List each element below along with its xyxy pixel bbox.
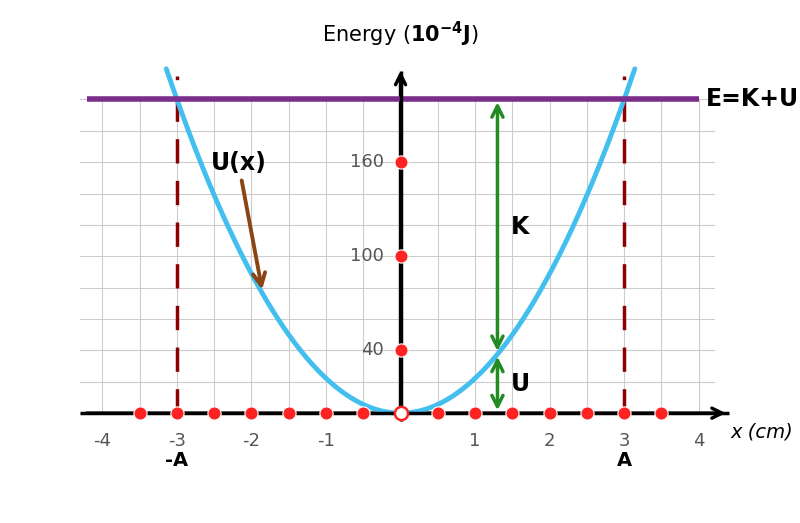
Point — [581, 409, 594, 417]
Point — [394, 252, 407, 260]
Text: K: K — [511, 214, 530, 238]
Point — [618, 409, 630, 417]
Text: -1: -1 — [317, 432, 335, 450]
Text: -4: -4 — [94, 432, 111, 450]
Point — [469, 409, 482, 417]
Text: 4: 4 — [693, 432, 705, 450]
Text: -A: -A — [166, 451, 189, 470]
Point — [134, 409, 146, 417]
Point — [506, 409, 518, 417]
Text: Energy ($\mathbf{10^{-4}J}$): Energy ($\mathbf{10^{-4}J}$) — [322, 20, 479, 49]
Text: E=K+U: E=K+U — [706, 87, 799, 111]
Text: 100: 100 — [350, 247, 384, 265]
Point — [319, 409, 332, 417]
Text: U(x): U(x) — [210, 151, 266, 286]
Point — [282, 409, 295, 417]
Point — [655, 409, 668, 417]
Point — [208, 409, 221, 417]
Point — [394, 409, 407, 417]
Point — [245, 409, 258, 417]
Text: -2: -2 — [242, 432, 261, 450]
Point — [394, 158, 407, 166]
Point — [431, 409, 444, 417]
Text: U: U — [511, 371, 530, 395]
Text: -3: -3 — [168, 432, 186, 450]
Text: 2: 2 — [544, 432, 555, 450]
Text: x (cm): x (cm) — [730, 423, 793, 441]
Text: 1: 1 — [470, 432, 481, 450]
Text: A: A — [617, 451, 632, 470]
Point — [543, 409, 556, 417]
Point — [394, 346, 407, 355]
Text: 160: 160 — [350, 153, 384, 171]
Point — [170, 409, 183, 417]
Text: 40: 40 — [362, 342, 384, 359]
Text: 3: 3 — [618, 432, 630, 450]
Point — [357, 409, 370, 417]
